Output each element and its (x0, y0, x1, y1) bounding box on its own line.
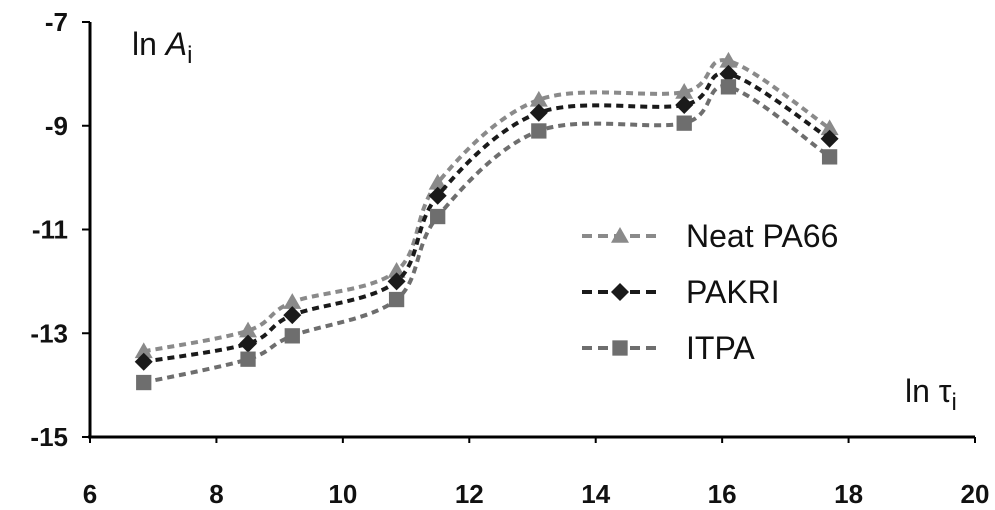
data-point-pakri (820, 129, 839, 148)
legend-label: PAKRI (686, 274, 780, 310)
x-tick-label: 6 (83, 479, 97, 509)
legend: Neat PA66 PAKRI ITPA (582, 218, 838, 366)
legend-item-neat-pa66: Neat PA66 (582, 218, 838, 254)
legend-swatch-marker (611, 227, 629, 243)
y-axis-title-prefix: ln (132, 26, 166, 62)
data-point-itpa (720, 79, 737, 95)
series-neat-pa66 (134, 51, 839, 359)
x-axis-title-prefix: ln (905, 373, 939, 409)
data-point-pakri (428, 186, 447, 205)
x-axis-title-subscript: i (951, 389, 956, 416)
x-tick-label: 16 (708, 479, 737, 509)
x-axis-title: ln τi (905, 373, 957, 416)
x-tick-label: 10 (328, 479, 357, 509)
data-point-neat-pa66 (428, 173, 447, 190)
data-point-neat-pa66 (820, 119, 839, 136)
x-tick-label: 20 (961, 479, 990, 509)
legend-label: ITPA (686, 330, 755, 366)
x-tick-label: 8 (209, 479, 223, 509)
legend-label: Neat PA66 (686, 218, 838, 254)
legend-item-pakri: PAKRI (582, 274, 780, 310)
y-tick-label: -13 (30, 318, 68, 348)
x-axis-title-symbol: τ (939, 373, 952, 409)
data-point-pakri (134, 352, 153, 371)
series-layer (134, 51, 839, 391)
data-point-neat-pa66 (675, 83, 694, 99)
data-point-neat-pa66 (134, 342, 153, 359)
data-point-neat-pa66 (239, 321, 258, 338)
y-tick-label: -7 (45, 7, 68, 37)
data-point-neat-pa66 (719, 51, 738, 68)
data-point-itpa (531, 123, 547, 139)
y-axis-title-subscript: i (187, 42, 192, 69)
x-tick-label: 18 (834, 479, 863, 509)
data-point-neat-pa66 (387, 262, 406, 278)
data-point-pakri (675, 96, 694, 114)
data-point-itpa (136, 374, 152, 391)
data-point-itpa (821, 149, 838, 165)
legend-item-itpa: ITPA (582, 330, 755, 366)
legend-swatch-marker (612, 340, 628, 356)
x-tick-label: 12 (455, 479, 484, 509)
data-point-neat-pa66 (529, 90, 548, 107)
y-tick-label: -11 (32, 215, 68, 245)
data-point-pakri (283, 306, 302, 325)
series-pakri (134, 64, 839, 371)
series-itpa (136, 79, 838, 391)
data-point-itpa (430, 208, 446, 225)
y-axis-title: ln Ai (132, 26, 192, 69)
y-axis-title-symbol: A (164, 26, 187, 62)
data-point-pakri (719, 64, 738, 83)
data-point-pakri (239, 334, 258, 353)
x-tick-label: 14 (581, 479, 610, 509)
y-tick-label: -9 (45, 111, 68, 141)
data-point-itpa (676, 115, 692, 131)
data-point-neat-pa66 (283, 293, 302, 309)
data-point-itpa (284, 328, 300, 344)
legend-swatch-marker (611, 283, 629, 301)
series-line-pakri (143, 71, 831, 364)
y-tick-label: -15 (30, 422, 68, 452)
data-point-pakri (529, 103, 548, 122)
data-point-itpa (388, 291, 405, 308)
data-point-itpa (240, 351, 256, 367)
data-point-pakri (387, 272, 406, 291)
